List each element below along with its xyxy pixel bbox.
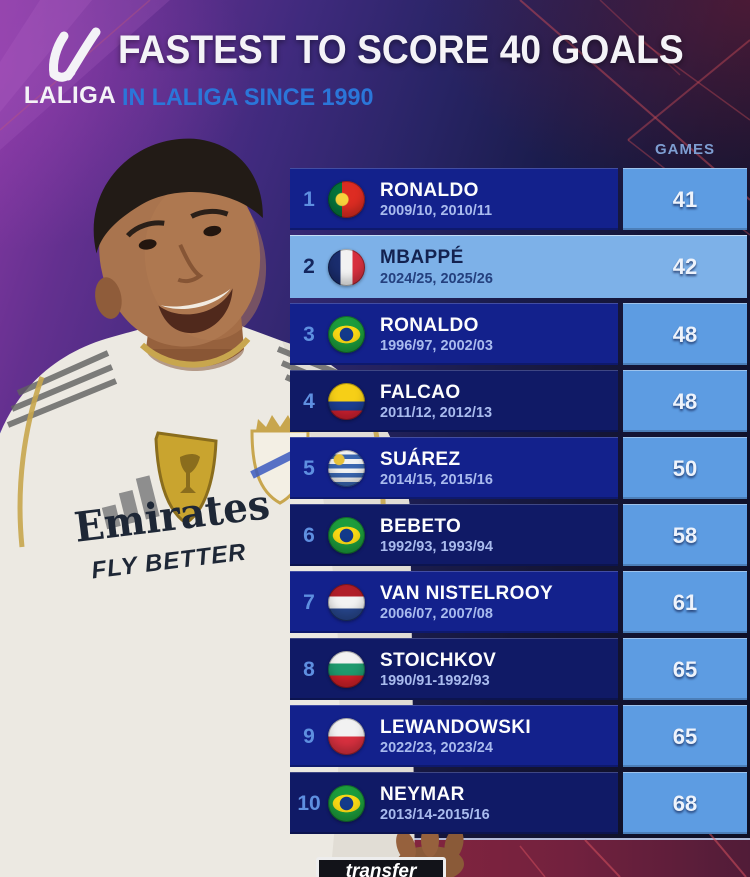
player-name: RONALDO: [380, 179, 479, 201]
table-row: 3 RONALDO 1996/97, 2002/03 48: [290, 303, 747, 365]
seasons-label: 1996/97, 2002/03: [380, 338, 493, 355]
table-row: 8 STOICHKOV 1990/91-1992/93 65: [290, 638, 747, 700]
rank-label: 4: [303, 389, 315, 413]
player-name: STOICHKOV: [380, 649, 497, 671]
table-row: 6 BEBETO 1992/93, 1993/94 58: [290, 504, 747, 566]
brazil-flag-icon: [328, 785, 365, 822]
seasons-label: 2022/23, 2023/24: [380, 740, 493, 757]
table-row: 10 NEYMAR 2013/14-2015/16 68: [290, 772, 747, 834]
page-subtitle: IN LALIGA SINCE 1990: [122, 84, 374, 111]
rank-label: 1: [303, 187, 315, 211]
rank-label: 9: [303, 724, 315, 748]
games-column-header: GAMES: [654, 141, 715, 158]
player-name: NEYMAR: [380, 783, 465, 805]
rank-label: 3: [303, 322, 315, 346]
seasons-label: 2013/14-2015/16: [380, 807, 490, 824]
ranking-table: 1 RONALDO 2009/10, 2010/11 41 2 MBAPPÉ 202…: [290, 168, 747, 839]
bulgaria-flag-icon: [328, 651, 365, 688]
games-value: 58: [672, 522, 698, 548]
uruguay-flag-icon: [328, 450, 365, 487]
table-row: 9 LEWANDOWSKI 2022/23, 2023/24 65: [290, 705, 747, 767]
seasons-label: 2014/15, 2015/16: [380, 472, 493, 489]
brazil-flag-icon: [328, 316, 365, 353]
player-name: SUÁREZ: [380, 448, 461, 470]
games-value: 50: [672, 455, 698, 481]
brazil-flag-icon: [328, 517, 365, 554]
games-value: 61: [672, 589, 698, 615]
games-value: 42: [672, 254, 698, 279]
table-row: 7 VAN NISTELROOY 2006/07, 2007/08 61: [290, 571, 747, 633]
seasons-label: 2006/07, 2007/08: [380, 606, 493, 623]
games-value: 48: [672, 388, 698, 414]
rank-label: 5: [303, 456, 315, 480]
seasons-label: 2009/10, 2010/11: [380, 203, 493, 220]
table-row: 5 SUÁREZ 2014/15, 2015/16 50: [290, 437, 747, 499]
rank-label: 8: [303, 657, 315, 681]
poland-flag-icon: [328, 718, 365, 755]
seasons-label: 2011/12, 2012/13: [380, 405, 493, 422]
player-name: BEBETO: [380, 515, 462, 537]
laliga-wordmark: LALIGA: [23, 82, 117, 109]
player-name: VAN NISTELROOY: [380, 582, 554, 604]
table-row: 1 RONALDO 2009/10, 2010/11 41: [290, 168, 747, 230]
table-row: 4 FALCAO 2011/12, 2012/13 48: [290, 370, 747, 432]
player-name: LEWANDOWSKI: [380, 716, 532, 738]
laliga-logo-icon: [49, 27, 101, 82]
gold-badge: [154, 431, 218, 525]
watermark-text: transfer: [345, 861, 417, 877]
colombia-flag-icon: [328, 383, 365, 420]
rank-label: 2: [303, 255, 315, 278]
france-flag-icon: [328, 248, 365, 286]
player-name: RONALDO: [380, 314, 479, 336]
player-head: [93, 138, 267, 347]
games-value: 65: [672, 723, 698, 749]
games-value: 41: [672, 186, 698, 212]
games-value: 68: [672, 790, 698, 816]
games-value: 65: [672, 656, 698, 682]
player-name: MBAPPÉ: [380, 247, 464, 269]
watermark-badge: transfer: [316, 857, 446, 877]
rank-label: 7: [303, 590, 315, 614]
page-title: FASTEST TO SCORE 40 GOALS: [118, 28, 684, 72]
table-row-highlighted: 2 MBAPPÉ 2024/25, 2025/26 42: [290, 235, 747, 298]
seasons-label: 1990/91-1992/93: [380, 673, 490, 690]
seasons-label: 1992/93, 1993/94: [380, 539, 493, 556]
netherlands-flag-icon: [328, 584, 365, 621]
portugal-flag-icon: [328, 181, 365, 218]
three-stripes-logo: [101, 475, 160, 530]
seasons-label: 2024/25, 2025/26: [380, 270, 493, 287]
games-value: 48: [672, 321, 698, 347]
player-name: FALCAO: [380, 381, 461, 403]
rank-label: 10: [297, 791, 321, 815]
rank-label: 6: [303, 523, 315, 547]
